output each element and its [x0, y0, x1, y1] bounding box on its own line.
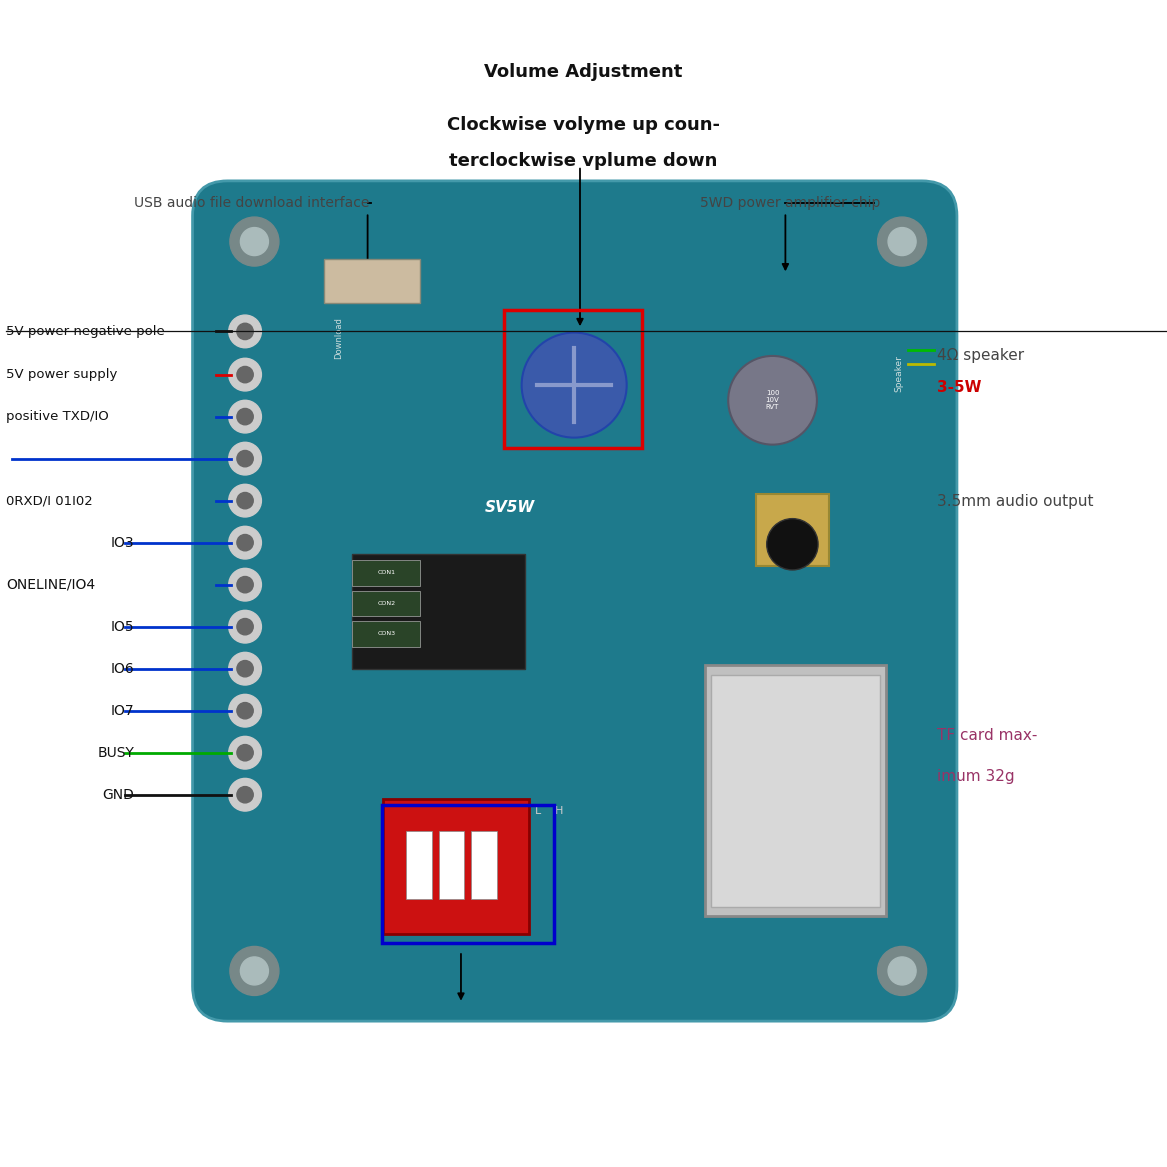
Circle shape	[237, 745, 253, 761]
Text: Volume Adjustment: Volume Adjustment	[484, 63, 683, 82]
Bar	[705, 665, 886, 916]
Circle shape	[237, 787, 253, 803]
Circle shape	[240, 957, 268, 985]
Text: H: H	[554, 806, 564, 816]
Circle shape	[237, 323, 253, 340]
Circle shape	[229, 736, 261, 769]
Bar	[504, 310, 642, 448]
Text: IO7: IO7	[111, 704, 134, 718]
Bar	[352, 554, 525, 669]
Circle shape	[237, 366, 253, 383]
Circle shape	[237, 576, 253, 593]
Circle shape	[230, 946, 279, 995]
Circle shape	[728, 356, 817, 445]
Circle shape	[229, 358, 261, 391]
Circle shape	[240, 228, 268, 256]
Text: BUSY: BUSY	[97, 746, 134, 760]
Bar	[471, 831, 497, 899]
Text: GND: GND	[103, 788, 134, 802]
Text: Clockwise volyme up coun-: Clockwise volyme up coun-	[447, 116, 720, 134]
Text: IO6: IO6	[111, 662, 134, 676]
Circle shape	[237, 450, 253, 467]
Bar	[382, 805, 554, 943]
Text: imum 32g: imum 32g	[937, 769, 1015, 783]
Text: SV5W: SV5W	[484, 501, 534, 515]
Circle shape	[229, 484, 261, 517]
Bar	[352, 560, 420, 586]
Text: 100
10V
RVT: 100 10V RVT	[766, 390, 780, 411]
Circle shape	[888, 957, 916, 985]
Text: CON2: CON2	[377, 601, 396, 606]
Circle shape	[229, 694, 261, 727]
Circle shape	[237, 703, 253, 719]
Text: USB audio file download interface: USB audio file download interface	[134, 196, 370, 210]
Circle shape	[767, 518, 818, 569]
Text: L: L	[534, 806, 541, 816]
Text: TF card max-: TF card max-	[937, 728, 1037, 742]
Text: ONELINE/IO4: ONELINE/IO4	[6, 578, 95, 592]
Text: 5WD power amplifier chip: 5WD power amplifier chip	[700, 196, 881, 210]
Bar	[324, 259, 420, 303]
Text: 0RXD/I 01I02: 0RXD/I 01I02	[6, 494, 92, 508]
Text: terclockwise vplume down: terclockwise vplume down	[449, 152, 718, 170]
Circle shape	[237, 492, 253, 509]
Circle shape	[229, 526, 261, 559]
Circle shape	[230, 217, 279, 266]
Bar	[406, 831, 432, 899]
Text: CON1: CON1	[377, 571, 396, 575]
Text: CON3: CON3	[377, 631, 396, 636]
Circle shape	[237, 619, 253, 635]
Text: 3-5W: 3-5W	[937, 380, 981, 394]
Bar	[756, 494, 829, 566]
Circle shape	[229, 400, 261, 433]
Circle shape	[229, 315, 261, 348]
Text: Download: Download	[334, 317, 343, 359]
Text: IO3: IO3	[111, 536, 134, 550]
Circle shape	[229, 442, 261, 475]
Circle shape	[229, 568, 261, 601]
FancyBboxPatch shape	[193, 181, 957, 1021]
Bar	[439, 831, 464, 899]
Text: positive TXD/IO: positive TXD/IO	[6, 410, 109, 424]
Text: Speaker: Speaker	[894, 355, 903, 392]
Circle shape	[878, 217, 927, 266]
Bar	[352, 621, 420, 647]
Bar	[352, 591, 420, 616]
Text: 5V power negative pole: 5V power negative pole	[6, 324, 165, 338]
Circle shape	[229, 652, 261, 685]
Circle shape	[237, 534, 253, 551]
Circle shape	[237, 661, 253, 677]
Circle shape	[237, 408, 253, 425]
Text: IO5: IO5	[111, 620, 134, 634]
Bar	[383, 799, 529, 934]
Circle shape	[888, 228, 916, 256]
Circle shape	[522, 333, 627, 438]
Circle shape	[878, 946, 927, 995]
Circle shape	[229, 610, 261, 643]
Text: 3.5mm audio output: 3.5mm audio output	[937, 495, 1093, 509]
Bar	[711, 675, 880, 907]
Circle shape	[229, 778, 261, 811]
Text: 4Ω speaker: 4Ω speaker	[937, 349, 1025, 363]
Text: 5V power supply: 5V power supply	[6, 368, 117, 382]
